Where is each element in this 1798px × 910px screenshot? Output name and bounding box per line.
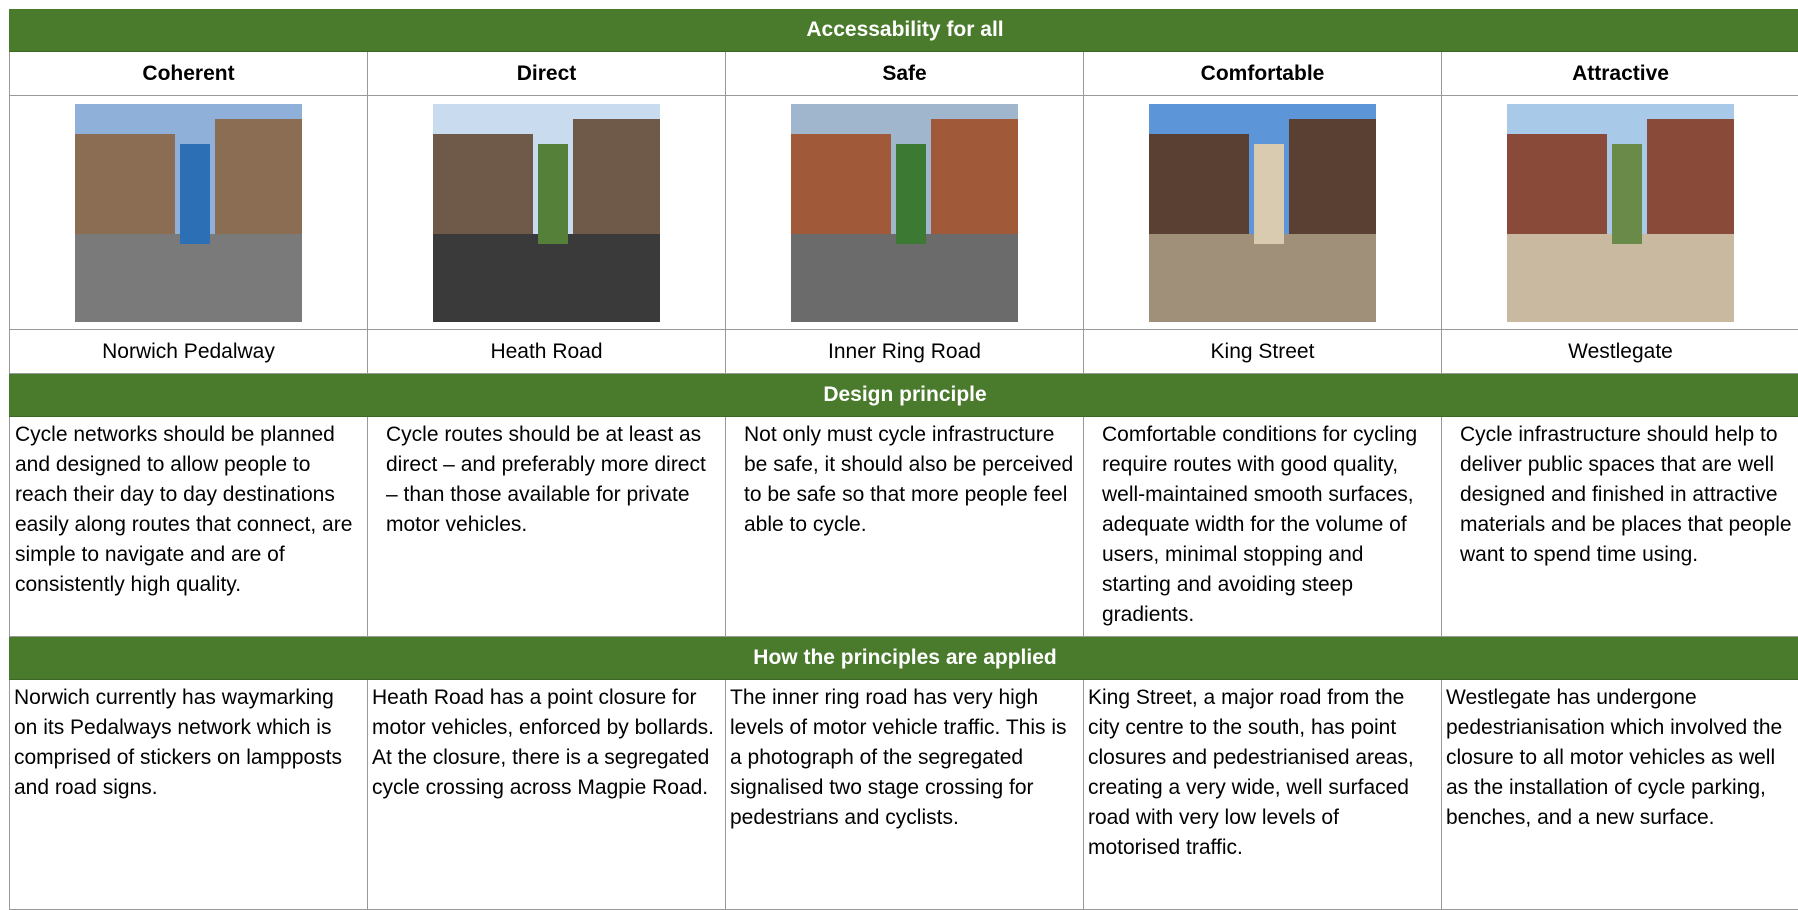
- photo-shape: [791, 133, 891, 244]
- column-heading: Attractive: [1442, 52, 1798, 96]
- column-heading: Comfortable: [1084, 52, 1442, 96]
- photo: [75, 103, 302, 322]
- photo-shape: [1254, 143, 1284, 244]
- photo-caption: Inner Ring Road: [726, 330, 1084, 374]
- photo-shape: [1149, 233, 1376, 322]
- principle-text: Cycle infrastructure should help to deli…: [1442, 417, 1798, 637]
- application-text: The inner ring road has very high levels…: [726, 680, 1084, 910]
- photo-shape: [75, 133, 175, 244]
- photo-shape: [433, 133, 533, 244]
- photo-caption: Heath Road: [368, 330, 726, 374]
- column-heading: Direct: [368, 52, 726, 96]
- photo-shape: [1289, 118, 1376, 244]
- photo-shape: [931, 118, 1018, 244]
- photo: [1507, 103, 1734, 322]
- caption-row: Norwich Pedalway Heath Road Inner Ring Roa…: [9, 330, 1798, 374]
- table: Accessability for all Coherent Direct Safe…: [9, 9, 1798, 910]
- image-cell: [1442, 96, 1798, 330]
- image-cell: [726, 96, 1084, 330]
- principle-text: Not only must cycle infrastructure be sa…: [726, 417, 1084, 637]
- photo-shape: [791, 233, 1018, 322]
- application-text: King Street, a major road from the city …: [1084, 680, 1442, 910]
- application-text: Westlegate has undergone pedestrianisati…: [1442, 680, 1798, 910]
- column-heading: Safe: [726, 52, 1084, 96]
- photo-caption: King Street: [1084, 330, 1442, 374]
- image-cell: [368, 96, 726, 330]
- heading-row: Coherent Direct Safe Comfortable Attractive: [9, 52, 1798, 96]
- photo: [791, 103, 1018, 322]
- photo: [1149, 103, 1376, 322]
- principle-text: Cycle networks should be planned and des…: [10, 417, 368, 637]
- photo-shape: [896, 143, 926, 244]
- photo-shape: [75, 233, 302, 322]
- photo-caption: Westlegate: [1442, 330, 1798, 374]
- photo-shape: [538, 143, 568, 244]
- photo-caption: Norwich Pedalway: [10, 330, 368, 374]
- section-band: Design principle: [9, 374, 1798, 417]
- image-cell: [1084, 96, 1442, 330]
- applied-row: Norwich currently has waymarking on its …: [9, 680, 1798, 910]
- photo-shape: [573, 118, 660, 244]
- photo-shape: [1612, 143, 1642, 244]
- photo-shape: [215, 118, 302, 244]
- photo-shape: [180, 143, 210, 244]
- photo-shape: [1507, 233, 1734, 322]
- photo-shape: [1149, 133, 1249, 244]
- photo-shape: [433, 233, 660, 322]
- principle-text: Cycle routes should be at least as direc…: [368, 417, 726, 637]
- photo-shape: [1647, 118, 1734, 244]
- photo-shape: [1507, 133, 1607, 244]
- section-band: How the principles are applied: [9, 637, 1798, 680]
- application-text: Norwich currently has waymarking on its …: [10, 680, 368, 910]
- application-text: Heath Road has a point closure for motor…: [368, 680, 726, 910]
- image-cell: [10, 96, 368, 330]
- principle-text: Comfortable conditions for cycling requi…: [1084, 417, 1442, 637]
- photo: [433, 103, 660, 322]
- principle-row: Cycle networks should be planned and des…: [9, 417, 1798, 637]
- image-row: [9, 96, 1798, 330]
- title-band: Accessability for all: [9, 9, 1798, 52]
- column-heading: Coherent: [10, 52, 368, 96]
